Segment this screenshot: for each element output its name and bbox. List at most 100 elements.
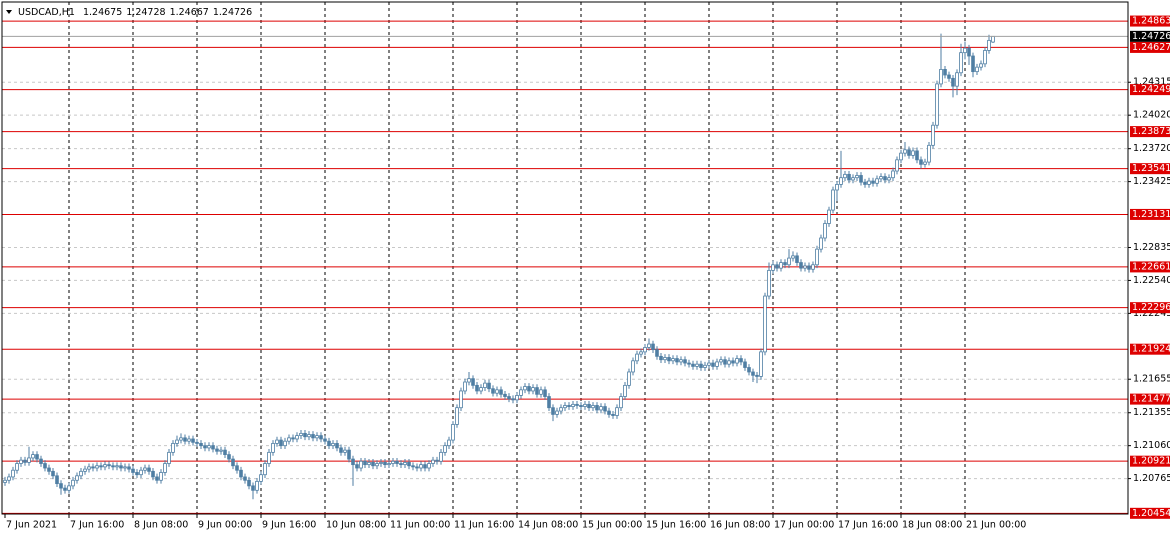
candle-body xyxy=(827,209,831,224)
candle-body xyxy=(979,63,983,68)
candle-body xyxy=(11,469,15,478)
candle-body xyxy=(595,405,599,411)
x-tick-label: 10 Jun 08:00 xyxy=(326,520,386,531)
candle-body xyxy=(255,480,259,491)
candle-body xyxy=(175,439,179,444)
candle-body xyxy=(7,476,11,481)
candle-body xyxy=(103,464,107,468)
candle-body xyxy=(331,443,335,447)
candle-body xyxy=(311,434,315,439)
x-tick-label: 15 Jun 00:00 xyxy=(582,520,642,531)
level-label: 1.24249 xyxy=(1132,84,1170,95)
candle-body xyxy=(667,357,671,362)
candle-body xyxy=(363,460,367,466)
candle-body xyxy=(915,150,919,161)
candle-body xyxy=(63,487,67,491)
candle-body xyxy=(719,359,723,363)
candle-body xyxy=(715,361,719,367)
candle-body xyxy=(79,470,83,477)
candle-body xyxy=(991,35,995,43)
candle-body xyxy=(491,388,495,394)
candle-body xyxy=(115,465,119,468)
candle-body xyxy=(459,390,463,409)
level-label: 1.20921 xyxy=(1132,456,1170,467)
level-label-box xyxy=(1130,507,1170,519)
candle-body xyxy=(575,403,579,406)
candle-body xyxy=(763,295,767,353)
candle-body xyxy=(723,359,727,365)
candle-body xyxy=(923,161,927,165)
candle-body xyxy=(803,265,807,269)
y-tick-label: 1.20765 xyxy=(1133,473,1170,484)
candle-body xyxy=(867,180,871,185)
level-label-box xyxy=(1130,393,1170,405)
y-tick-label: 1.23425 xyxy=(1133,176,1170,187)
candle-body xyxy=(591,405,595,409)
candle-body xyxy=(99,465,103,468)
candle-body xyxy=(619,396,623,409)
candle-body xyxy=(251,485,255,491)
candle-body xyxy=(947,74,951,79)
level-label-box xyxy=(1130,208,1170,220)
candle-body xyxy=(183,437,187,442)
plot-area xyxy=(2,2,1128,514)
candle-body xyxy=(775,264,779,269)
candle-body xyxy=(299,432,303,437)
level-label: 1.22661 xyxy=(1132,261,1170,272)
candle-body xyxy=(579,405,583,407)
level-label: 1.21477 xyxy=(1132,394,1170,405)
candle-body xyxy=(375,463,379,467)
candle-body xyxy=(863,181,867,185)
candle-body xyxy=(783,262,787,266)
candle-body xyxy=(91,466,95,469)
candle-body xyxy=(711,362,715,367)
close-value: 1.24726 xyxy=(213,7,252,18)
candle-body xyxy=(623,384,627,397)
x-tick-label: 8 Jun 08:00 xyxy=(134,520,188,531)
candle-body xyxy=(799,262,803,269)
candle-body xyxy=(755,374,759,377)
candle-body xyxy=(3,479,7,483)
candle-body xyxy=(815,248,819,266)
candle-body xyxy=(411,465,415,468)
y-tick-label: 1.24315 xyxy=(1133,77,1170,88)
chart-header: USDCAD,H1 1.24675 1.24728 1.24667 1.24726 xyxy=(18,7,252,18)
y-tick-label: 1.21355 xyxy=(1133,407,1170,418)
candle-body xyxy=(15,463,19,471)
candle-body xyxy=(439,451,443,462)
candle-body xyxy=(423,464,427,469)
candle-body xyxy=(271,443,275,453)
candle-body xyxy=(687,362,691,365)
candle-body xyxy=(359,460,363,469)
candle-body xyxy=(835,184,839,191)
level-label-box xyxy=(1130,15,1170,27)
y-tick-label: 1.22835 xyxy=(1133,242,1170,253)
candle-body xyxy=(699,363,703,368)
candle-body xyxy=(847,173,851,181)
candle-body xyxy=(403,462,407,466)
y-tick-label: 1.22245 xyxy=(1133,308,1170,319)
x-tick-label: 17 Jun 00:00 xyxy=(774,520,834,531)
candle-body xyxy=(631,360,635,373)
candle-body xyxy=(379,462,383,464)
level-label-box xyxy=(1130,261,1170,273)
candle-body xyxy=(139,469,143,476)
candle-body xyxy=(823,223,827,239)
candle-body xyxy=(39,458,43,464)
candle-body xyxy=(47,467,51,472)
candle-body xyxy=(899,152,903,161)
candle-body xyxy=(199,443,203,447)
candle-body xyxy=(735,358,739,364)
candle-body xyxy=(419,464,423,469)
candle-body xyxy=(903,149,907,154)
candle-body xyxy=(191,438,195,443)
candle-body xyxy=(919,159,923,165)
candle-body xyxy=(779,262,783,269)
candle-body xyxy=(531,387,535,392)
x-tick-label: 11 Jun 00:00 xyxy=(390,520,450,531)
candle-body xyxy=(343,449,347,453)
candle-body xyxy=(527,386,531,392)
candle-body xyxy=(127,466,131,470)
y-tick-label: 1.22540 xyxy=(1133,275,1170,286)
